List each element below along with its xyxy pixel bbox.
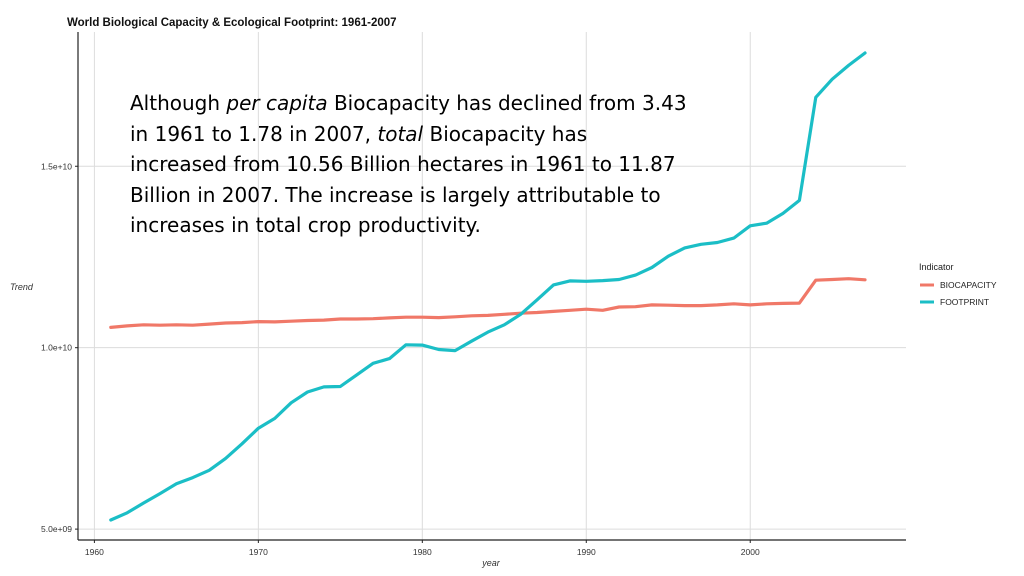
tick-labels: 1960 1970 1980 1990 2000 5.0e+09 1.0e+10 1.5e+1… — [41, 161, 760, 557]
legend-label: FOOTPRINT — [940, 297, 989, 307]
chart-title: World Biological Capacity & Ecological F… — [67, 17, 397, 29]
annotation-segment: Biocapacity has increased from 10.56 Bil… — [130, 121, 676, 238]
annotation-text: Although per capita Biocapacity has decl… — [130, 88, 690, 241]
y-tick-label: 1.5e+10 — [41, 161, 72, 171]
legend-title: Indicator — [919, 262, 954, 272]
annotation-segment: Although — [130, 91, 227, 115]
grid — [78, 32, 906, 540]
y-tick-label: 1.0e+10 — [41, 343, 72, 353]
y-axis-title: Trend — [10, 282, 34, 292]
legend-label: BIOCAPACITY — [940, 280, 997, 290]
x-tick-label: 2000 — [741, 547, 760, 557]
annotation-emphasis: per capita — [226, 91, 328, 115]
legend: Indicator BIOCAPACITY FOOTPRINT — [919, 262, 997, 307]
x-tick-label: 1990 — [577, 547, 596, 557]
annotation-segment: Biocapacity has declined from 3.43 in 19… — [130, 91, 687, 146]
x-tick-label: 1980 — [413, 547, 432, 557]
annotation-emphasis: total — [377, 121, 424, 146]
series-lines — [109, 51, 867, 522]
x-axis-title: year — [481, 558, 501, 568]
series-line-footprint — [109, 51, 867, 522]
axes — [75, 32, 906, 543]
series-line-biocapacity — [109, 277, 867, 329]
y-tick-label: 5.0e+09 — [41, 524, 72, 534]
x-tick-label: 1960 — [85, 547, 104, 557]
x-tick-label: 1970 — [249, 547, 268, 557]
